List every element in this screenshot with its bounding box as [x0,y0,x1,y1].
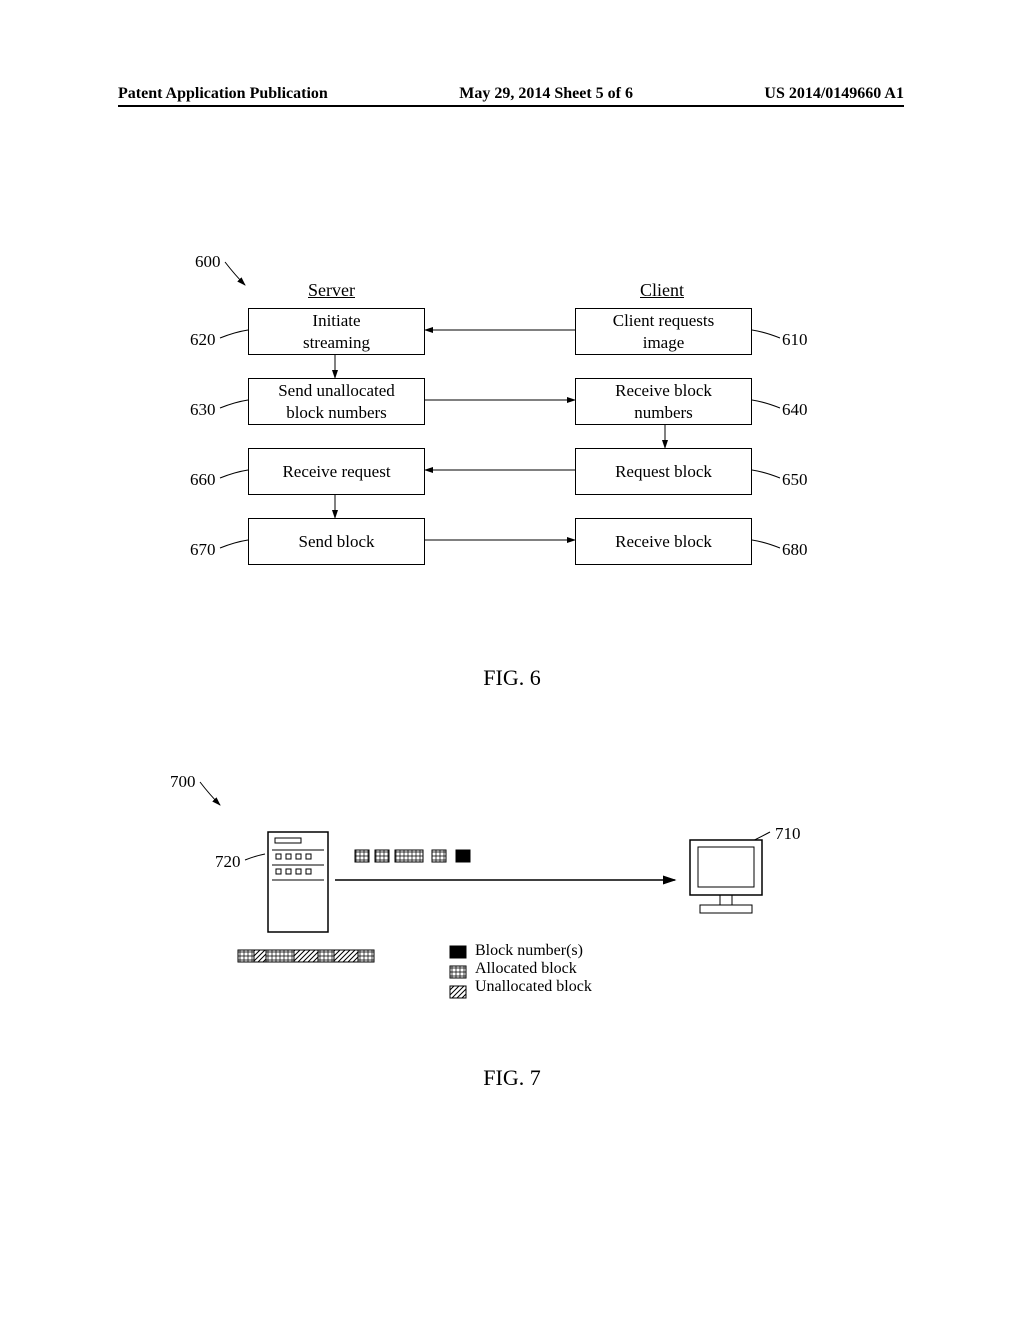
box-680: Receive block [575,518,752,565]
page-header: Patent Application Publication May 29, 2… [118,85,904,107]
fig6-caption: FIG. 6 [483,665,540,691]
block-sequence [238,950,374,962]
header-left: Patent Application Publication [118,85,328,103]
box-630: Send unallocated block numbers [248,378,425,425]
client-title: Client [640,280,684,301]
ref-600: 600 [195,252,221,272]
ref-700: 700 [170,772,196,792]
figure-7: 700 720 710 [160,780,840,1080]
legend-allocated: Allocated block [475,960,592,978]
client-icon [690,840,762,913]
fig7-caption: FIG. 7 [483,1065,540,1091]
ref-620: 620 [190,330,216,350]
box-620: Initiate streaming [248,308,425,355]
legend-unallocated: Unallocated block [475,978,592,996]
box-650: Request block [575,448,752,495]
ref-720: 720 [215,852,241,872]
page: Patent Application Publication May 29, 2… [0,0,1024,1320]
header-right: US 2014/0149660 A1 [764,85,904,103]
ref-630: 630 [190,400,216,420]
ref-610: 610 [782,330,808,350]
figure-6: 600 [180,260,820,630]
header-mid: May 29, 2014 Sheet 5 of 6 [459,85,633,103]
ref-670: 670 [190,540,216,560]
ref-680: 680 [782,540,808,560]
box-610: Client requests image [575,308,752,355]
ref-640: 640 [782,400,808,420]
box-670: Send block [248,518,425,565]
fig7-svg [160,780,840,1080]
box-660: Receive request [248,448,425,495]
server-icon [268,832,328,932]
legend-block-numbers: Block number(s) [475,942,592,960]
legend: Block number(s) Allocated block Unalloca… [475,942,592,996]
server-title: Server [308,280,355,301]
box-640: Receive block numbers [575,378,752,425]
ref-710: 710 [775,824,801,844]
ref-650: 650 [782,470,808,490]
ref-660: 660 [190,470,216,490]
